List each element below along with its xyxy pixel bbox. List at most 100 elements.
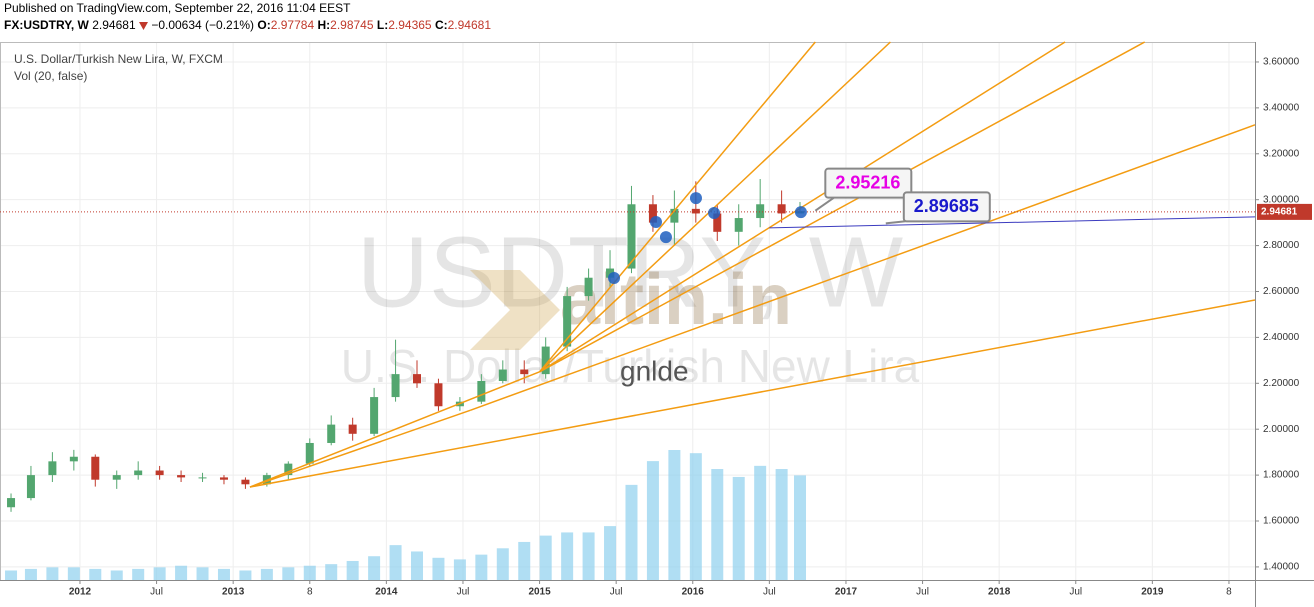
marker bbox=[708, 206, 721, 219]
volume-bar bbox=[67, 567, 80, 580]
y-tick-label: 2.80000 bbox=[1263, 240, 1300, 251]
price: 2.94681 bbox=[92, 18, 136, 32]
candle-body bbox=[7, 498, 16, 508]
y-tick-label: 3.20000 bbox=[1263, 148, 1300, 159]
volume-bar bbox=[561, 532, 574, 580]
candle-body bbox=[413, 374, 422, 384]
x-tick-label: 2019 bbox=[1141, 587, 1164, 598]
volume-bar bbox=[604, 526, 617, 580]
candle-body bbox=[691, 208, 700, 214]
y-tick-label: 1.60000 bbox=[1263, 516, 1300, 527]
candle-body bbox=[155, 470, 164, 476]
last-price-box bbox=[1257, 203, 1312, 220]
y-tick-label: 2.00000 bbox=[1263, 424, 1300, 435]
volume-bar bbox=[518, 541, 531, 580]
volume-bar bbox=[432, 557, 445, 580]
volume-bar bbox=[496, 548, 509, 580]
o-label: O: bbox=[257, 18, 271, 32]
candle-body bbox=[563, 296, 572, 347]
x-tick-label: Jul bbox=[610, 587, 623, 598]
marker bbox=[608, 271, 621, 284]
candle-body bbox=[477, 381, 486, 402]
candle-body bbox=[777, 204, 786, 214]
candle-body bbox=[284, 463, 293, 476]
x-tick-label: 2013 bbox=[222, 587, 245, 598]
volume-bar bbox=[411, 551, 424, 580]
candle-body bbox=[584, 277, 593, 297]
fan-line bbox=[539, 41, 891, 373]
candle-body bbox=[713, 213, 722, 232]
x-tick-label: 2012 bbox=[69, 587, 92, 598]
x-tick-label: Jul bbox=[916, 587, 929, 598]
last-price-label: 2.94681 bbox=[1261, 207, 1298, 218]
o-value: 2.97784 bbox=[270, 18, 315, 32]
published: Published on TradingView.com, September … bbox=[4, 1, 351, 15]
volume-bar bbox=[453, 559, 466, 580]
marker bbox=[794, 206, 807, 219]
trend-line bbox=[769, 216, 1256, 229]
l-value: 2.94365 bbox=[388, 18, 432, 32]
volume-bar bbox=[239, 570, 252, 580]
candle-body bbox=[219, 477, 228, 480]
volume-bar bbox=[282, 567, 295, 580]
candle-body bbox=[370, 397, 379, 434]
fan-line bbox=[249, 371, 540, 488]
x-tick-label: 8 bbox=[307, 587, 313, 598]
volume-bar bbox=[196, 567, 209, 580]
candle-body bbox=[69, 456, 78, 462]
candle-body bbox=[327, 424, 336, 443]
y-tick-label: 3.00000 bbox=[1263, 194, 1300, 205]
marker bbox=[659, 231, 672, 244]
chart-subtitle: Vol (20, false) bbox=[14, 69, 87, 83]
h-value: 2.98745 bbox=[330, 18, 374, 32]
volume-bar bbox=[260, 568, 273, 580]
h-label: H: bbox=[317, 18, 331, 32]
y-tick-label: 1.40000 bbox=[1263, 562, 1300, 573]
volume-bar bbox=[711, 469, 724, 580]
fan-line bbox=[470, 124, 1256, 411]
candle-body bbox=[305, 442, 314, 464]
x-tick-label: Jul bbox=[457, 587, 470, 598]
chart-title: U.S. Dollar/Turkish New Lira, W, FXCM bbox=[14, 52, 223, 66]
candle-body bbox=[391, 374, 400, 398]
volume-bar bbox=[625, 484, 638, 580]
candle-body bbox=[434, 383, 443, 407]
volume-bar bbox=[794, 475, 807, 580]
x-tick-label: Jul bbox=[763, 587, 776, 598]
volume-bar bbox=[303, 565, 316, 580]
candle-body bbox=[134, 470, 143, 476]
fan-line bbox=[538, 41, 816, 373]
volume-bar bbox=[475, 554, 488, 580]
volume-bar bbox=[732, 476, 745, 580]
y-tick-label: 2.60000 bbox=[1263, 286, 1300, 297]
candle-body bbox=[541, 346, 550, 375]
candle-body bbox=[498, 369, 507, 382]
volume-bar bbox=[754, 465, 767, 580]
volume-bar bbox=[582, 532, 595, 580]
volume-bar bbox=[153, 567, 166, 580]
volume-bar bbox=[46, 567, 59, 580]
volume-bar bbox=[175, 565, 188, 580]
candle-body bbox=[734, 218, 743, 232]
symbol: FX:USDTRY, W bbox=[4, 18, 89, 32]
candle-body bbox=[756, 204, 765, 219]
candle-body bbox=[48, 461, 57, 476]
y-tick-label: 2.40000 bbox=[1263, 332, 1300, 343]
y-tick-label: 3.60000 bbox=[1263, 57, 1300, 68]
marker bbox=[689, 192, 702, 205]
volume-bar bbox=[325, 564, 338, 580]
x-tick-label: Jul bbox=[1069, 587, 1082, 598]
y-tick-label: 3.40000 bbox=[1263, 103, 1300, 114]
x-tick-label: Jul bbox=[150, 587, 163, 598]
volume-bar bbox=[132, 568, 145, 580]
volume-bar bbox=[668, 450, 681, 580]
candle-body bbox=[241, 479, 250, 485]
volume-bar bbox=[389, 545, 402, 580]
fan-line bbox=[249, 409, 471, 488]
callout-box bbox=[824, 167, 913, 199]
y-tick-label: 2.20000 bbox=[1263, 378, 1300, 389]
l-label: L: bbox=[376, 18, 389, 32]
volume-bar bbox=[775, 469, 788, 580]
